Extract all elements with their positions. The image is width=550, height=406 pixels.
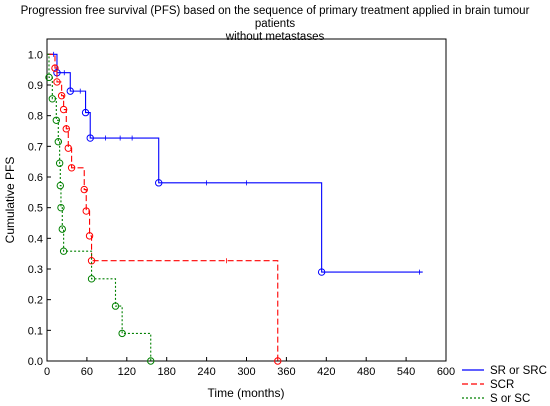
x-tick-label: 600	[437, 366, 455, 378]
event-marker	[59, 105, 68, 114]
legend: SR or SRC SCR S or SC	[462, 365, 547, 405]
event-marker	[87, 275, 96, 283]
series-layer	[45, 51, 423, 365]
event-marker	[66, 87, 74, 95]
event-marker	[64, 144, 72, 152]
legend-label: SCR	[490, 379, 514, 391]
y-tick-label: 0.8	[28, 111, 43, 123]
event-marker	[155, 179, 163, 187]
event-marker	[53, 78, 61, 86]
event-marker	[111, 302, 120, 310]
y-tick-label: 0.3	[28, 264, 43, 276]
event-marker	[81, 108, 90, 117]
event-marker	[48, 95, 57, 103]
x-axis-ticks: 0 60 120 180 240 300 360 420 480 540 600	[44, 357, 455, 378]
event-marker	[52, 116, 61, 124]
y-tick-label: 0.2	[28, 295, 43, 307]
y-tick-label: 0.5	[28, 203, 43, 215]
x-tick-label: 300	[237, 366, 255, 378]
event-marker	[51, 64, 59, 72]
series-line	[47, 53, 152, 361]
event-marker	[54, 138, 63, 146]
x-tick-label: 360	[277, 366, 295, 378]
event-marker	[55, 159, 64, 167]
y-tick-label: 0.0	[28, 356, 43, 368]
x-tick-label: 120	[118, 366, 136, 378]
legend-label: SR or SRC	[490, 365, 547, 377]
y-tick-label: 0.4	[28, 233, 43, 245]
x-tick-label: 0	[44, 366, 50, 378]
x-tick-label: 60	[81, 366, 93, 378]
event-marker	[274, 357, 282, 365]
y-tick-label: 0.1	[28, 325, 43, 337]
event-marker	[62, 125, 70, 133]
x-tick-label: 180	[158, 366, 176, 378]
x-tick-label: 480	[357, 366, 375, 378]
event-marker	[59, 247, 68, 255]
event-marker	[58, 225, 66, 233]
y-tick-label: 1.0	[28, 49, 43, 61]
series-1	[47, 53, 282, 365]
chart-title-line-1: Progression free survival (PFS) based on…	[20, 5, 530, 30]
y-axis-label: Cumulative PFS	[3, 157, 17, 244]
event-marker	[45, 73, 53, 82]
chart-title-line-2: without metastases	[225, 31, 325, 43]
event-marker	[86, 134, 94, 142]
event-marker	[118, 329, 126, 338]
x-axis-label: Time (months)	[208, 386, 285, 400]
series-line	[47, 53, 279, 361]
event-marker	[57, 203, 65, 212]
y-tick-label: 0.9	[28, 80, 43, 92]
event-marker	[80, 185, 88, 194]
y-axis-ticks: 0.0 0.1 0.2 0.3 0.4 0.5 0.6 0.7 0.8 0.9 1.0	[28, 49, 51, 368]
event-marker	[147, 357, 155, 365]
y-tick-label: 0.7	[28, 141, 43, 153]
series-0	[47, 51, 423, 276]
event-marker	[317, 268, 326, 276]
x-tick-label: 420	[317, 366, 335, 378]
plot-area-frame	[46, 38, 447, 362]
x-tick-label: 540	[397, 366, 415, 378]
event-marker	[85, 232, 94, 240]
series-line	[47, 53, 423, 273]
event-marker	[82, 207, 90, 215]
series-2	[45, 53, 155, 365]
y-tick-label: 0.6	[28, 172, 43, 184]
event-marker	[57, 92, 66, 100]
legend-label: S or SC	[490, 393, 530, 405]
event-marker	[67, 164, 76, 172]
chart-title: Progression free survival (PFS) based on…	[0, 5, 550, 44]
x-tick-label: 240	[197, 366, 215, 378]
event-marker	[56, 181, 64, 190]
event-marker	[87, 257, 96, 265]
